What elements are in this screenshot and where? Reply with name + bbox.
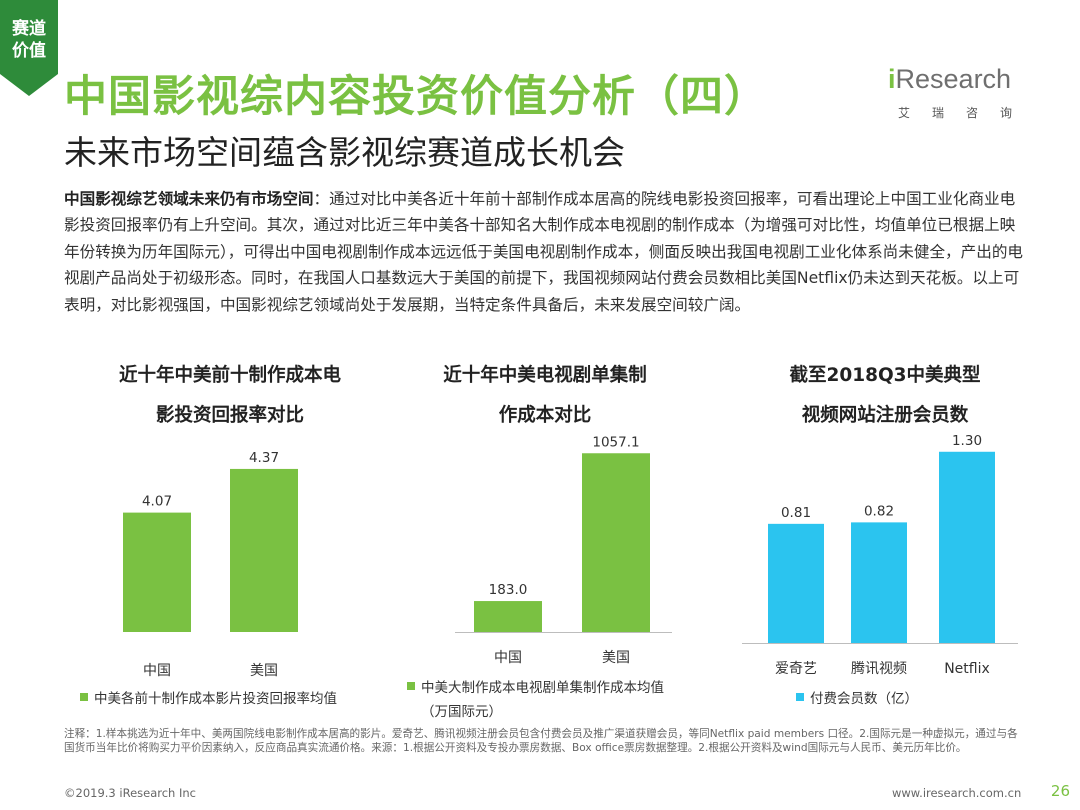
chart2-title-line1: 近十年中美电视剧单集制 bbox=[443, 365, 647, 386]
chart3-category-label-1: 爱奇艺 bbox=[775, 660, 817, 677]
chart2-legend-text-2: （万国际元） bbox=[421, 704, 502, 720]
iresearch-logo: iResearch 艾瑞咨询 bbox=[888, 60, 1038, 124]
chart2-title: 近十年中美电视剧单集制 作成本对比 bbox=[400, 356, 690, 436]
chart2-value-label-2: 1057.1 bbox=[592, 434, 639, 450]
chart2-category-label-1: 中国 bbox=[494, 650, 522, 666]
chart3-bar-3 bbox=[939, 451, 995, 643]
section-tag-line2: 价值 bbox=[12, 41, 46, 61]
chart3-title: 截至2018Q3中美典型 视频网站注册会员数 bbox=[735, 356, 1035, 436]
section-tag-line1: 赛道 bbox=[12, 19, 46, 39]
chart1-bar-1 bbox=[123, 512, 191, 632]
chart2-title-line2: 作成本对比 bbox=[498, 405, 592, 426]
chart2-bar-1 bbox=[474, 601, 542, 632]
chart2-value-label-1: 183.0 bbox=[489, 582, 528, 598]
logo-cn: 艾瑞咨询 bbox=[898, 106, 1035, 120]
section-tag-shape bbox=[0, 0, 58, 96]
chart3-value-label-1: 0.81 bbox=[781, 505, 811, 521]
logo-brand-rest: Research bbox=[895, 64, 1012, 94]
chart1-category-label-1: 中国 bbox=[143, 663, 171, 679]
chart2-legend-swatch bbox=[407, 682, 415, 690]
logo-brand-prefix: i bbox=[888, 64, 896, 94]
chart2-bar-2 bbox=[582, 453, 650, 632]
chart1-category-label-2: 美国 bbox=[250, 663, 278, 679]
copyright: ©2019.3 iResearch Inc bbox=[64, 786, 196, 800]
chart1-value-label-1: 4.07 bbox=[142, 494, 172, 510]
chart3-value-label-2: 0.82 bbox=[864, 503, 894, 519]
chart3-bar-2 bbox=[851, 522, 907, 643]
chart3-bar-1 bbox=[768, 523, 824, 643]
chart3-legend-text: 付费会员数（亿） bbox=[810, 691, 918, 707]
chart1-value-label-2: 4.37 bbox=[249, 450, 279, 466]
chart1-legend-swatch bbox=[80, 693, 88, 701]
intro-paragraph: 中国影视综艺领域未来仍有市场空间：通过对比中美各近十年前十部制作成本居高的院线电… bbox=[64, 186, 1024, 318]
section-tag: 赛道 价值 bbox=[0, 0, 58, 96]
intro-lead: 中国影视综艺领域未来仍有市场空间 bbox=[64, 190, 314, 208]
logo-brand: iResearch bbox=[888, 64, 1011, 95]
chart1-title-line1: 近十年中美前十制作成本电 bbox=[118, 365, 341, 386]
chart1-bar-2 bbox=[230, 468, 298, 632]
chart3-category-label-2: 腾讯视频 bbox=[851, 660, 907, 677]
chart3-category-label-3: Netflix bbox=[944, 661, 990, 677]
page-title: 中国影视综内容投资价值分析（四） bbox=[64, 72, 768, 122]
page-number: 26 bbox=[1050, 782, 1070, 800]
chart3-title-line1: 截至2018Q3中美典型 bbox=[789, 365, 981, 386]
chart2-category-label-2: 美国 bbox=[602, 650, 630, 666]
intro-body: ：通过对比中美各近十年前十部制作成本居高的院线电影投资回报率，可看出理论上中国工… bbox=[64, 190, 1024, 314]
chart1-title: 近十年中美前十制作成本电 影投资回报率对比 bbox=[70, 356, 390, 436]
chart1-title-line2: 影投资回报率对比 bbox=[155, 405, 304, 426]
chart3-title-line2: 视频网站注册会员数 bbox=[801, 405, 969, 426]
footnote: 注释：1.样本挑选为近十年中、美两国院线电影制作成本居高的影片。爱奇艺、腾讯视频… bbox=[64, 728, 1018, 754]
chart1-legend-text: 中美各前十制作成本影片投资回报率均值 bbox=[94, 690, 337, 707]
page-subtitle: 未来市场空间蕴含影视综赛道成长机会 bbox=[64, 133, 625, 172]
chart3-value-label-3: 1.30 bbox=[952, 433, 982, 449]
website: www.iresearch.com.cn bbox=[892, 786, 1022, 800]
chart2-legend-text-1: 中美大制作成本电视剧单集制作成本均值 bbox=[421, 680, 664, 696]
chart3-legend-swatch bbox=[796, 693, 804, 701]
